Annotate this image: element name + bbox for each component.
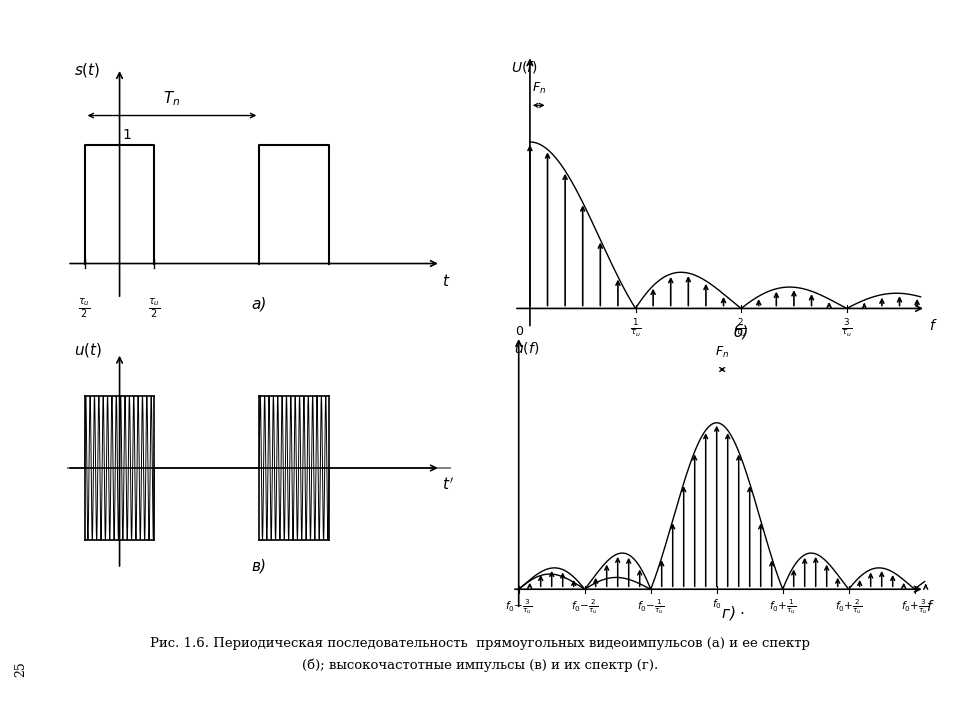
Text: $t$: $t$ — [443, 273, 451, 289]
Text: $u(f)$: $u(f)$ — [514, 340, 539, 356]
Text: г) $\cdot$: г) $\cdot$ — [721, 604, 745, 622]
Text: $\frac{\tau_u}{2}$: $\frac{\tau_u}{2}$ — [79, 297, 91, 320]
Text: $f$: $f$ — [929, 318, 938, 333]
Text: $f_0{+}\frac{1}{\tau_u}$: $f_0{+}\frac{1}{\tau_u}$ — [769, 598, 796, 616]
Text: а): а) — [252, 297, 267, 312]
Text: $\frac{3}{\tau_u}$: $\frac{3}{\tau_u}$ — [841, 317, 852, 338]
Text: 25: 25 — [14, 662, 28, 678]
Text: (б); высокочастотные импульсы (в) и их спектр (г).: (б); высокочастотные импульсы (в) и их с… — [301, 659, 659, 672]
Text: $f_0{-}\frac{3}{\tau_u}$: $f_0{-}\frac{3}{\tau_u}$ — [505, 598, 532, 616]
Text: $\frac{\tau_u}{2}$: $\frac{\tau_u}{2}$ — [148, 297, 160, 320]
Text: $U(f)$: $U(f)$ — [511, 59, 538, 75]
Text: $f_0{+}\frac{2}{\tau_u}$: $f_0{+}\frac{2}{\tau_u}$ — [835, 598, 862, 616]
Text: $f_0{-}\frac{1}{\tau_u}$: $f_0{-}\frac{1}{\tau_u}$ — [637, 598, 664, 616]
Text: $f$: $f$ — [925, 599, 934, 614]
Text: $F_n$: $F_n$ — [532, 81, 546, 96]
Text: б): б) — [733, 324, 749, 340]
Text: $u(t)$: $u(t)$ — [74, 341, 103, 359]
Text: в): в) — [252, 558, 267, 573]
Text: $f_0{+}\frac{3}{\tau_u}$: $f_0{+}\frac{3}{\tau_u}$ — [901, 598, 928, 616]
Text: Рис. 1.6. Периодическая последовательность  прямоугольных видеоимпульсов (а) и е: Рис. 1.6. Периодическая последовательнос… — [150, 637, 810, 650]
Text: $t'$: $t'$ — [443, 477, 454, 493]
Text: $T_n$: $T_n$ — [163, 90, 180, 109]
Text: $1$: $1$ — [122, 127, 132, 142]
Text: $f_0{-}\frac{2}{\tau_u}$: $f_0{-}\frac{2}{\tau_u}$ — [571, 598, 598, 616]
Text: $f_0$: $f_0$ — [711, 598, 722, 611]
Text: $0$: $0$ — [515, 325, 524, 338]
Text: $F_n$: $F_n$ — [715, 345, 730, 360]
Text: $\frac{1}{\tau_u}$: $\frac{1}{\tau_u}$ — [630, 317, 641, 338]
Text: $s(t)$: $s(t)$ — [74, 60, 101, 78]
Text: $\frac{2}{\tau_u}$: $\frac{2}{\tau_u}$ — [735, 317, 747, 338]
